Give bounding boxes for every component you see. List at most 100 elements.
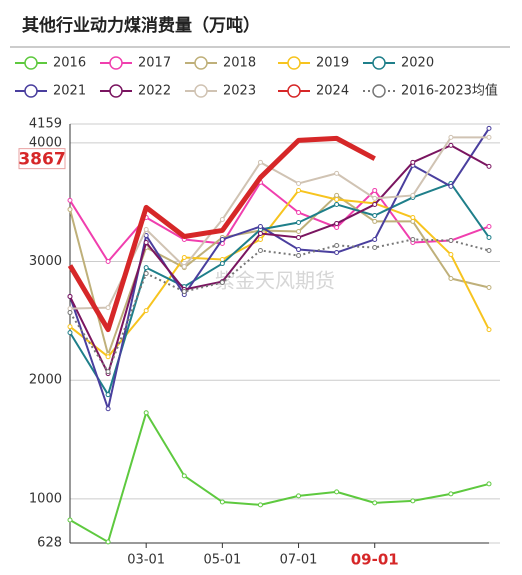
legend-label: 2016-2023均值 [401, 83, 498, 99]
point [105, 539, 111, 545]
legend-marker [194, 56, 208, 70]
point [296, 247, 302, 253]
point [67, 324, 73, 330]
point [67, 310, 73, 316]
point [372, 500, 378, 506]
legend-marker [287, 56, 301, 70]
point [105, 354, 111, 360]
point [486, 224, 492, 230]
series-line [67, 135, 376, 333]
y-tick-label: 628 [37, 536, 62, 551]
point [257, 159, 263, 165]
point [219, 261, 225, 267]
legend-label: 2020 [401, 56, 434, 71]
point [486, 285, 492, 291]
point [372, 245, 378, 251]
point [334, 220, 340, 226]
point [67, 306, 73, 312]
legend-marker [109, 56, 123, 70]
value-label-box [18, 148, 66, 170]
point [372, 201, 378, 207]
point [296, 493, 302, 499]
point [296, 210, 302, 216]
point [372, 218, 378, 224]
legend-marker [287, 84, 301, 98]
point [334, 243, 340, 249]
point [296, 180, 302, 186]
legend-label: 2022 [138, 84, 171, 99]
point [296, 234, 302, 240]
x-tick-label: 03-01 [127, 553, 165, 568]
legend-label: 2024 [316, 84, 349, 99]
y-tick-label: 4159 [29, 117, 62, 132]
point [257, 236, 263, 242]
point [372, 236, 378, 242]
legend-marker [24, 84, 38, 98]
point [334, 250, 340, 256]
point [448, 142, 454, 148]
point [334, 201, 340, 207]
point [105, 259, 111, 265]
point [372, 212, 378, 218]
point [296, 187, 302, 193]
point [334, 196, 340, 202]
legend-marker [194, 84, 208, 98]
y-tick-label: 3000 [29, 254, 62, 269]
point [105, 392, 111, 398]
series-line [69, 182, 490, 396]
legend-label: 2018 [223, 56, 256, 71]
point [334, 224, 340, 230]
point [219, 217, 225, 223]
watermark: 紫金天风期货 [215, 269, 335, 293]
point [67, 294, 73, 300]
point [219, 280, 225, 286]
point [143, 240, 149, 246]
series-line [69, 189, 490, 358]
point [334, 192, 340, 198]
y-tick-label: 4000 [29, 135, 62, 150]
point [410, 192, 416, 198]
point [448, 275, 454, 281]
point [448, 252, 454, 258]
series-line [69, 411, 490, 543]
point [296, 219, 302, 225]
x-tick-label: 07-01 [280, 553, 318, 568]
point [257, 224, 263, 230]
point [143, 226, 149, 232]
y-tick-label: 2000 [29, 373, 62, 388]
point [143, 271, 149, 277]
legend-marker [24, 56, 38, 70]
point [486, 163, 492, 169]
point [486, 125, 492, 131]
point [181, 254, 187, 260]
point [219, 257, 225, 263]
point [181, 264, 187, 270]
point [105, 369, 111, 375]
series-line [69, 238, 490, 373]
x-tick-label: 05-01 [203, 553, 241, 568]
point [410, 215, 416, 221]
point [105, 305, 111, 311]
point [448, 134, 454, 140]
point [486, 481, 492, 487]
legend-label: 2021 [53, 84, 86, 99]
point [67, 517, 73, 523]
point [67, 206, 73, 212]
legend-label: 2019 [316, 56, 349, 71]
series-line [69, 136, 489, 310]
point [181, 473, 187, 479]
point [410, 159, 416, 165]
point [410, 498, 416, 504]
point [257, 502, 263, 508]
point [257, 247, 263, 253]
point [143, 265, 149, 271]
point [448, 238, 454, 244]
point [257, 231, 263, 237]
point [181, 289, 187, 295]
legend-marker [372, 56, 386, 70]
value-label: 3867 [18, 150, 65, 170]
point [296, 229, 302, 235]
legend-marker [109, 84, 123, 98]
point [372, 195, 378, 201]
legend-label: 2023 [223, 84, 256, 99]
